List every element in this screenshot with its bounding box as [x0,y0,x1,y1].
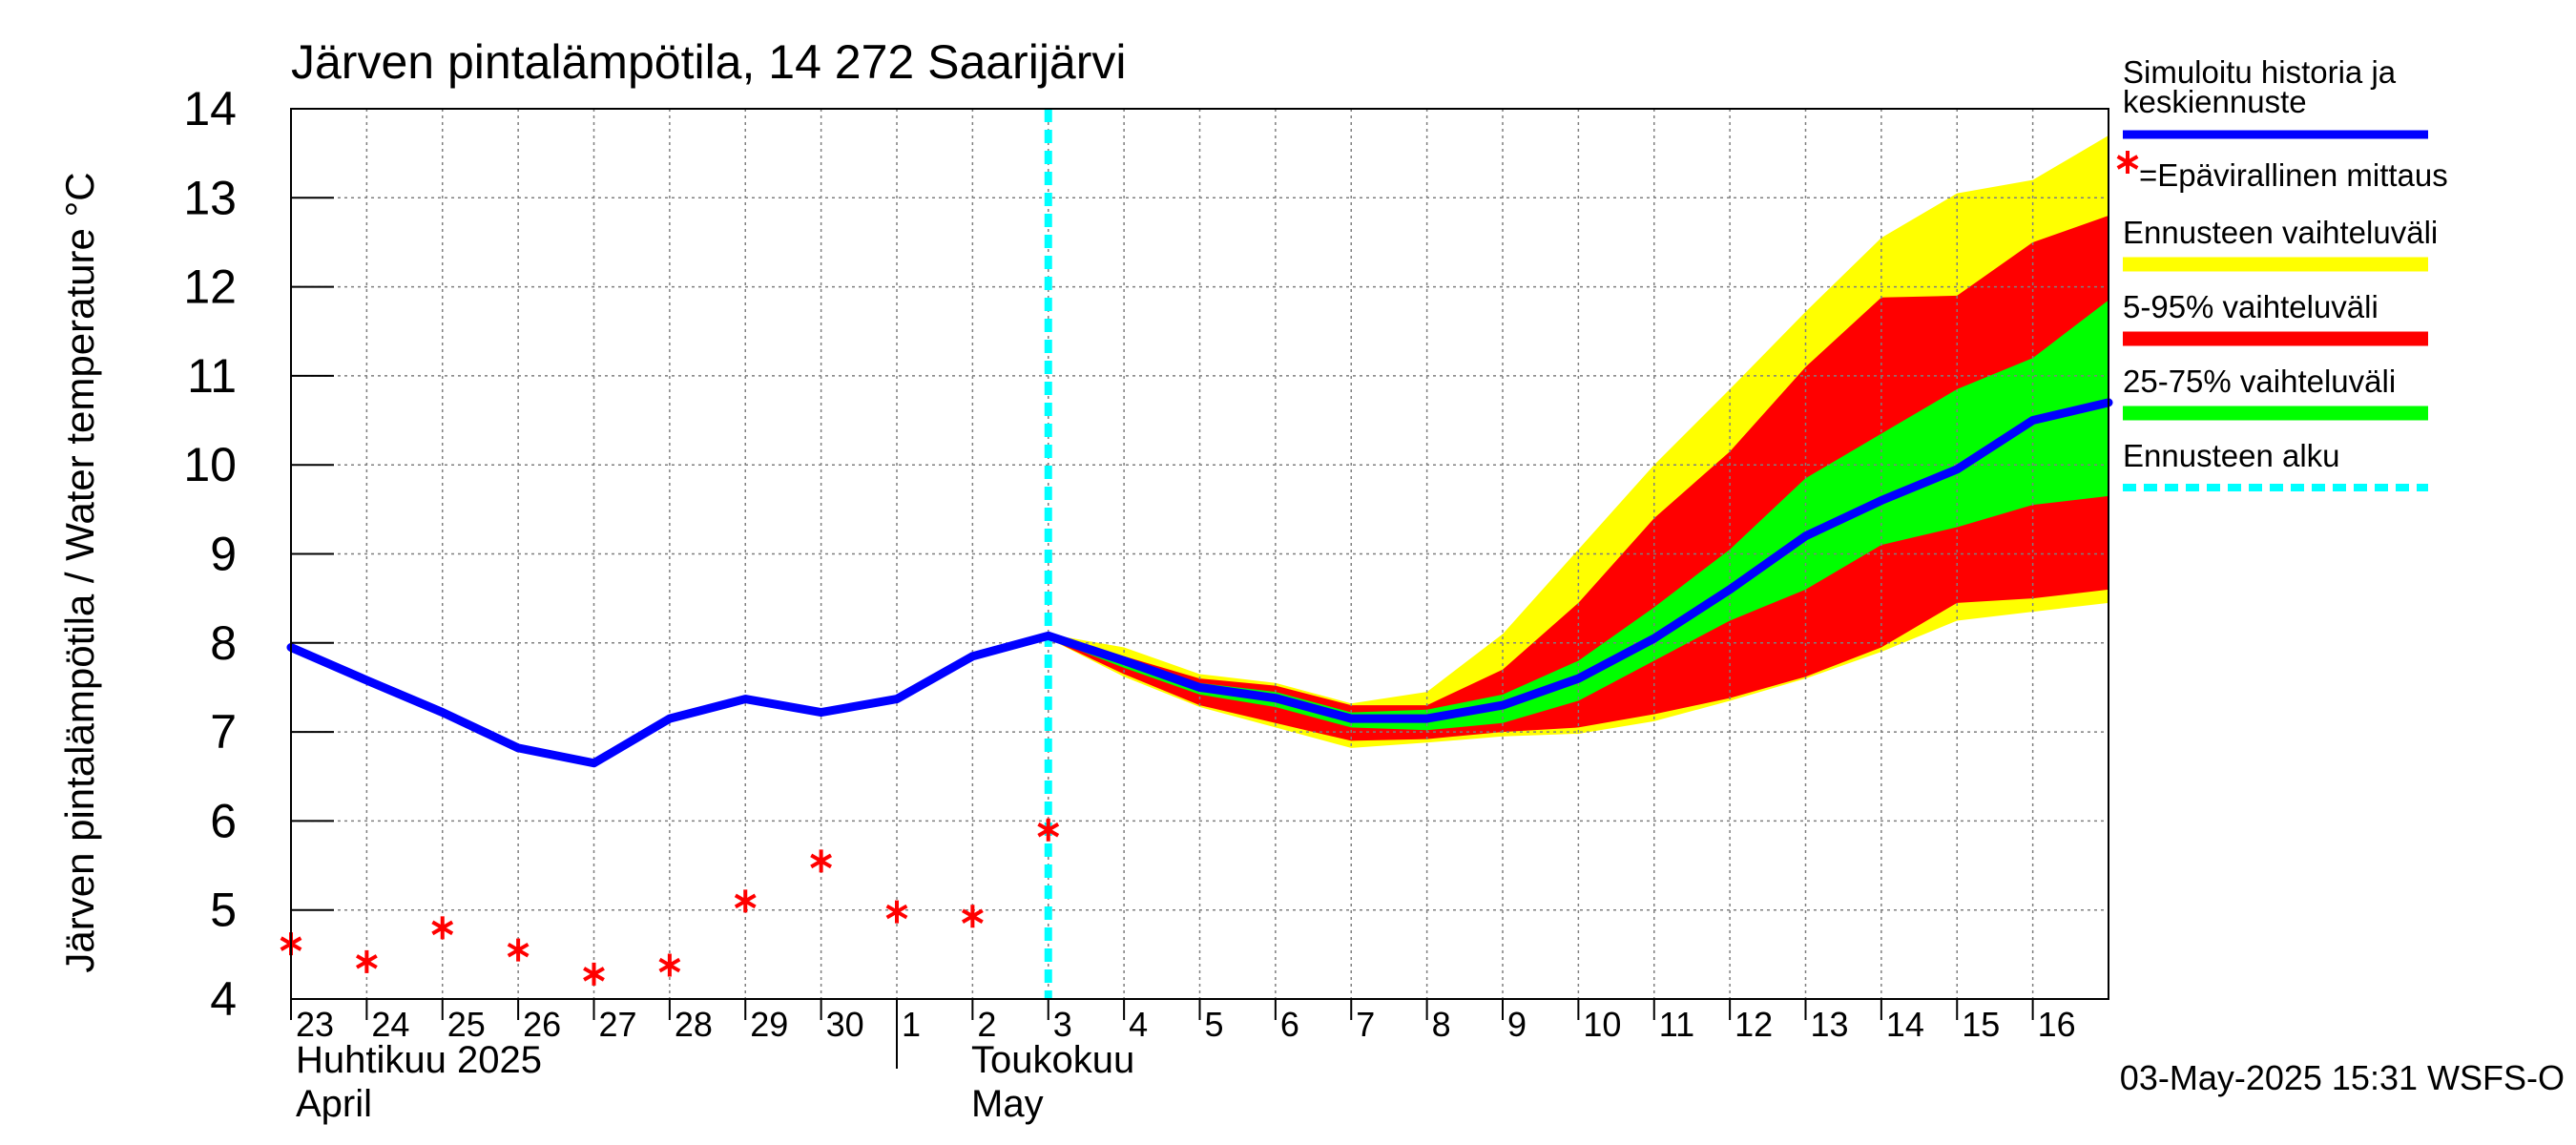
chart-title: Järven pintalämpötila, 14 272 Saarijärvi [291,35,1127,89]
legend-p5-95-label: 5-95% vaihteluväli [2123,289,2379,324]
x-tick-label: 4 [1129,1005,1148,1044]
y-tick-label: 5 [210,884,237,937]
legend-forecast-start-label: Ennusteen alku [2123,438,2340,473]
y-tick-label: 12 [183,260,237,314]
x-tick-label: 3 [1053,1005,1072,1044]
x-tick-label: 2 [977,1005,996,1044]
x-tick-label: 12 [1735,1005,1773,1044]
x-tick-label: 27 [599,1005,637,1044]
x-tick-label: 29 [750,1005,788,1044]
x-tick-label: 7 [1356,1005,1375,1044]
footer-timestamp: 03-May-2025 15:31 WSFS-O [2120,1058,2565,1097]
grid [291,109,2109,999]
month-label-en: April [296,1083,372,1125]
observation-point [885,900,908,924]
observation-point [583,962,605,986]
y-tick-label: 9 [210,528,237,581]
observation-point [431,916,454,940]
month-label-fi: Toukokuu [971,1039,1134,1081]
y-tick-label: 10 [183,438,237,491]
x-tick-label: 15 [1962,1005,2000,1044]
x-tick-label: 1 [902,1005,921,1044]
x-tick-label: 14 [1886,1005,1924,1044]
x-tick-label: 30 [826,1005,864,1044]
legend-p25-75-label: 25-75% vaihteluväli [2123,364,2396,399]
month-label-en: May [971,1083,1044,1125]
month-label-fi: Huhtikuu 2025 [296,1039,542,1081]
observation-point [734,889,757,913]
legend-observation-label: =Epävirallinen mittaus [2139,157,2448,193]
y-axis-ticks: 4 5 6 7 8 9 10 11 12 13 14 [183,82,334,1026]
legend-history-label-2: keskiennuste [2123,84,2307,119]
y-tick-label: 13 [183,171,237,224]
legend-forecast-range-label: Ennusteen vaihteluväli [2123,215,2438,250]
x-axis-ticks: 23 24 25 26 27 28 29 30 1 2 3 4 5 6 7 8 9 10 11 12 13 14 15 16 [290,999,2076,1044]
x-tick-label: 26 [523,1005,561,1044]
y-tick-label: 11 [187,349,237,403]
history-line [286,398,2113,768]
p5-95-area [1048,215,2109,741]
history-series [286,398,2113,768]
y-tick-label: 4 [210,972,237,1026]
x-tick-label: 24 [371,1005,409,1044]
observation-point [507,938,530,962]
legend-history-label: Simuloitu historia ja [2123,54,2397,90]
observation-point [1037,818,1060,842]
p25-75-band [1048,300,2109,731]
observation-point [355,949,378,973]
y-tick-label: 7 [210,705,237,759]
x-tick-label: 5 [1205,1005,1224,1044]
x-tick-label: 11 [1659,1005,1694,1044]
y-axis-label: Järven pintalämpötila / Water temperatur… [57,172,102,972]
x-tick-label: 16 [2038,1005,2076,1044]
observation-markers [280,818,1060,986]
x-tick-label: 8 [1432,1005,1451,1044]
x-tick-label: 13 [1811,1005,1849,1044]
x-tick-label: 28 [675,1005,713,1044]
observation-point [810,849,833,873]
y-tick-label: 14 [183,82,237,135]
observation-point [658,953,681,977]
x-tick-label: 6 [1280,1005,1299,1044]
y-tick-label: 6 [210,794,237,847]
x-tick-label: 23 [296,1005,334,1044]
p25-75-area [1048,300,2109,731]
x-tick-label: 25 [447,1005,486,1044]
plot-area [280,108,2113,1000]
legend-observation-marker [2116,151,2139,174]
x-tick-label: 9 [1507,1005,1527,1044]
p5-95-band [1048,215,2109,741]
y-tick-label: 8 [210,616,237,670]
observation-point [961,905,984,928]
x-tick-label: 10 [1583,1005,1621,1044]
